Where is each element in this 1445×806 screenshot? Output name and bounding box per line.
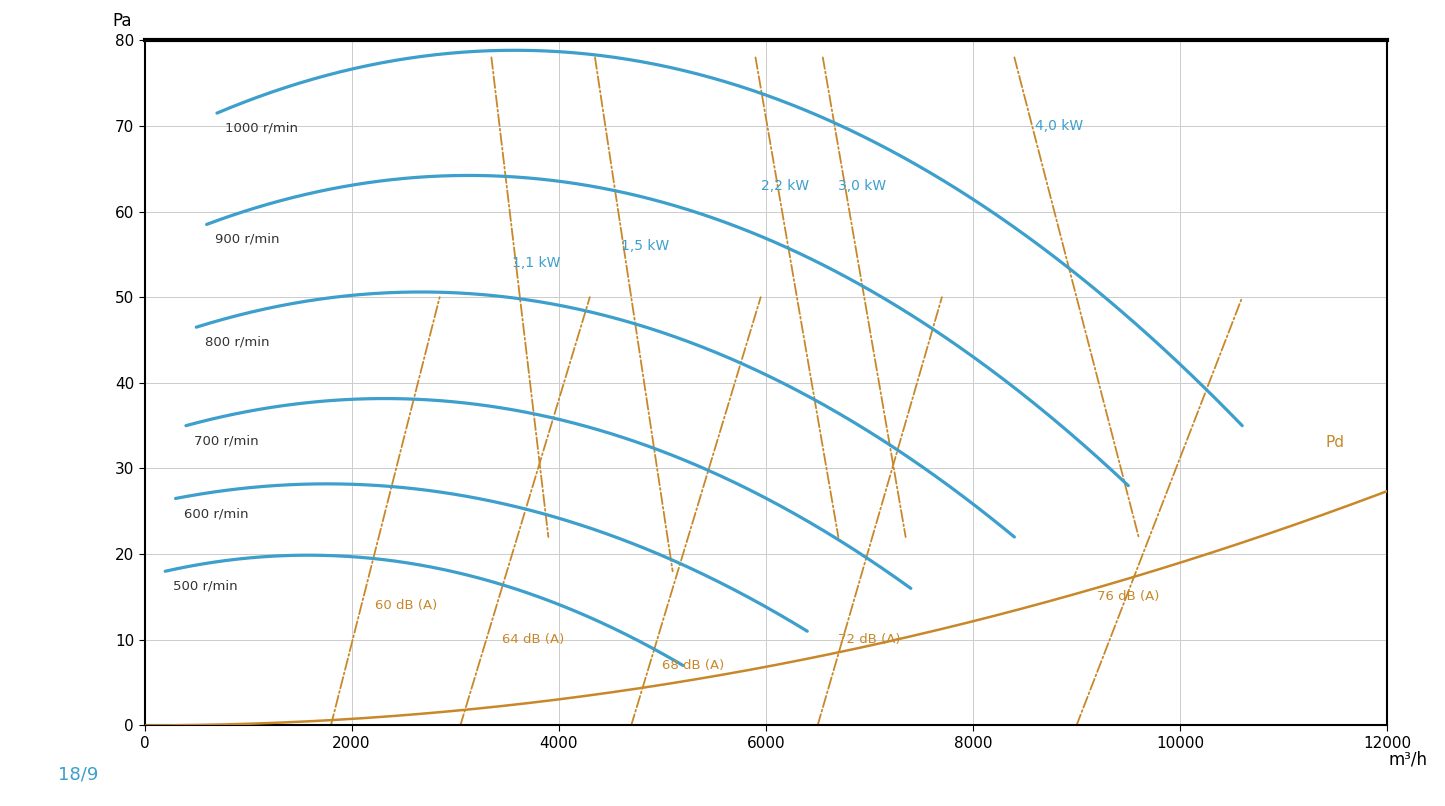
Text: 1,1 kW: 1,1 kW — [512, 256, 561, 270]
Text: 3,0 kW: 3,0 kW — [838, 179, 886, 193]
Text: 700 r/min: 700 r/min — [194, 434, 259, 447]
Text: 1000 r/min: 1000 r/min — [225, 122, 298, 135]
Text: Pa: Pa — [113, 12, 131, 30]
Text: 900 r/min: 900 r/min — [215, 233, 279, 246]
Text: 800 r/min: 800 r/min — [205, 336, 269, 349]
Text: 500 r/min: 500 r/min — [173, 580, 238, 593]
Text: Pd: Pd — [1325, 435, 1344, 451]
Text: 18/9: 18/9 — [58, 766, 98, 783]
Text: 1,5 kW: 1,5 kW — [621, 239, 669, 253]
Text: 72 dB (A): 72 dB (A) — [838, 634, 900, 646]
Text: 76 dB (A): 76 dB (A) — [1097, 591, 1159, 604]
Text: 4,0 kW: 4,0 kW — [1035, 119, 1084, 133]
Text: 68 dB (A): 68 dB (A) — [662, 659, 724, 672]
Text: m³/h: m³/h — [1389, 750, 1428, 769]
Text: 64 dB (A): 64 dB (A) — [501, 634, 564, 646]
Text: 60 dB (A): 60 dB (A) — [376, 599, 438, 612]
Text: 600 r/min: 600 r/min — [184, 507, 249, 520]
Text: 2,2 kW: 2,2 kW — [760, 179, 809, 193]
